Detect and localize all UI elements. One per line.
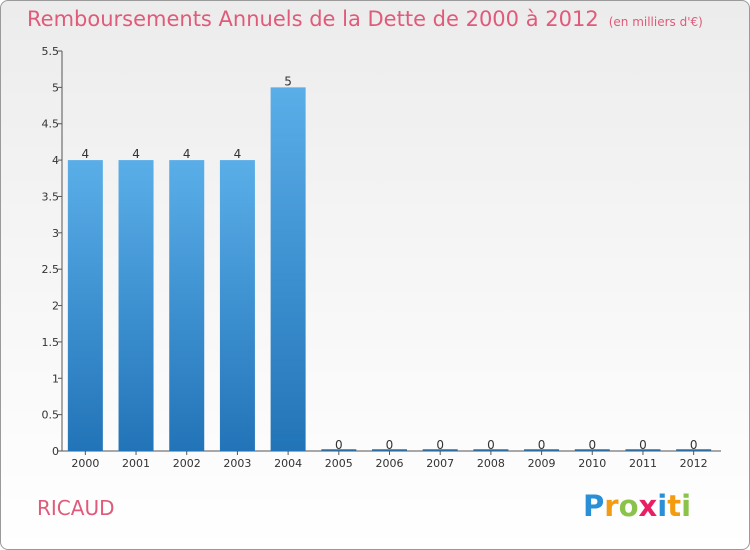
- y-tick-label: 0: [52, 445, 59, 458]
- logo-letter: x: [638, 489, 658, 523]
- bar: [219, 160, 255, 451]
- logo-letter: t: [667, 489, 682, 523]
- data-label: 0: [436, 438, 444, 452]
- data-label: 0: [690, 438, 698, 452]
- y-tick-label: 1.5: [42, 336, 60, 349]
- x-tick-label: 2004: [274, 457, 302, 470]
- logo-letter: r: [604, 489, 619, 523]
- y-tick-label: 2.5: [42, 263, 60, 276]
- title-row: Remboursements Annuels de la Dette de 20…: [27, 7, 703, 31]
- data-label: 5: [284, 74, 292, 88]
- y-tick-label: 5.5: [42, 45, 60, 58]
- y-tick-label: 4: [52, 154, 59, 167]
- chart-subtitle: (en milliers d'€): [608, 15, 703, 29]
- y-tick-label: 4.5: [42, 118, 60, 131]
- data-label: 0: [335, 438, 343, 452]
- bars: 4 4 4 4 5 0 0 0 0 0 0 0 0: [67, 74, 712, 452]
- y-tick-label: 5: [52, 81, 59, 94]
- x-tick-label: 2008: [477, 457, 505, 470]
- logo-letter: o: [618, 489, 639, 523]
- data-label: 4: [82, 147, 90, 161]
- proxiti-logo: Proxiti: [583, 489, 691, 523]
- data-label: 4: [132, 147, 140, 161]
- x-tick-label: 2005: [325, 457, 353, 470]
- x-tick-label: 2012: [680, 457, 708, 470]
- y-tick-label: 1: [52, 372, 59, 385]
- y-tick-label: 3.5: [42, 190, 60, 203]
- data-label: 0: [386, 438, 394, 452]
- data-label: 4: [183, 147, 191, 161]
- data-label: 0: [639, 438, 647, 452]
- data-label: 4: [234, 147, 242, 161]
- x-tick-label: 2002: [173, 457, 201, 470]
- data-label: 0: [487, 438, 495, 452]
- x-tick-label: 2011: [629, 457, 657, 470]
- chart-title: Remboursements Annuels de la Dette de 20…: [27, 7, 599, 31]
- axes: 0 0.5 1 1.5 2 2.5 3 3.5 4 4.5 5 5.5 2000 2001 2002 2003…: [42, 45, 721, 470]
- y-tick-label: 0.5: [42, 409, 60, 422]
- data-label: 0: [588, 438, 596, 452]
- bar: [169, 160, 205, 451]
- commune-name: RICAUD: [37, 496, 115, 520]
- logo-letter: i: [681, 489, 692, 523]
- x-tick-label: 2006: [376, 457, 404, 470]
- logo-letter: i: [657, 489, 668, 523]
- logo-letter: P: [583, 489, 605, 523]
- bar: [118, 160, 154, 451]
- x-tick-label: 2001: [122, 457, 150, 470]
- x-tick-label: 2009: [528, 457, 556, 470]
- x-tick-label: 2003: [223, 457, 251, 470]
- x-tick-label: 2007: [426, 457, 454, 470]
- bar: [67, 160, 103, 451]
- y-tick-label: 2: [52, 300, 59, 313]
- y-tick-label: 3: [52, 227, 59, 240]
- x-tick-label: 2010: [578, 457, 606, 470]
- bar: [270, 87, 306, 451]
- data-label: 0: [538, 438, 546, 452]
- x-tick-label: 2000: [71, 457, 99, 470]
